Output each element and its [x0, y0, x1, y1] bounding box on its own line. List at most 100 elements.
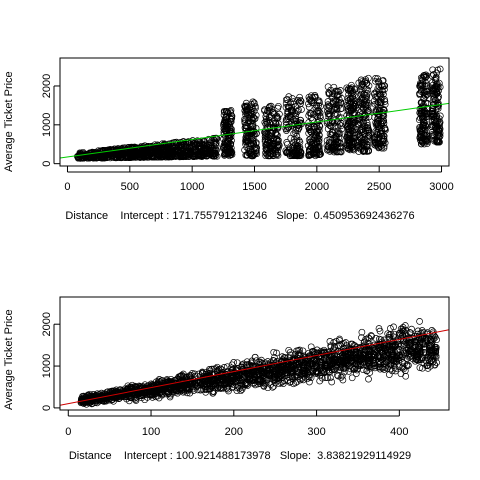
data-point [381, 101, 389, 108]
data-point [137, 153, 145, 161]
data-point [288, 107, 296, 115]
data-point [330, 83, 338, 91]
data-point [414, 356, 422, 364]
data-point [180, 387, 188, 395]
data-point [359, 110, 366, 118]
data-point [220, 143, 227, 151]
data-point [355, 120, 363, 128]
data-point [326, 89, 333, 97]
data-point [264, 367, 272, 375]
data-point [385, 333, 393, 341]
data-point [430, 335, 438, 343]
data-point [245, 145, 252, 153]
data-point [348, 98, 355, 105]
x-tick-label: 400 [390, 426, 408, 438]
data-point [127, 153, 135, 161]
data-point [419, 82, 426, 89]
data-point [332, 104, 339, 112]
data-point [358, 328, 366, 336]
data-point [284, 148, 291, 156]
data-point [392, 341, 400, 349]
data-point [292, 103, 299, 110]
data-point [336, 348, 344, 356]
data-point [222, 380, 230, 388]
data-point [344, 137, 351, 144]
data-point [192, 141, 200, 148]
data-point [287, 99, 294, 106]
data-point [223, 128, 230, 136]
data-point [282, 100, 290, 107]
data-point [173, 383, 181, 391]
data-point [403, 362, 411, 370]
data-point [270, 348, 278, 356]
data-point [428, 108, 436, 115]
regression-line [59, 102, 450, 159]
data-point [287, 365, 295, 372]
data-point [251, 353, 259, 361]
data-point [386, 331, 393, 338]
data-point [295, 364, 302, 372]
data-point [366, 335, 373, 343]
data-point [350, 129, 358, 137]
data-point [313, 138, 321, 146]
data-point [422, 357, 430, 365]
data-point [360, 148, 367, 155]
data-point [337, 119, 345, 127]
data-point [358, 80, 366, 88]
data-point [417, 114, 424, 122]
data-point [267, 129, 275, 137]
data-point [374, 75, 381, 82]
x-axis-label-bottom: Distance Intercept : 100.921488173978 Sl… [68, 450, 412, 462]
data-point [99, 147, 107, 154]
data-point [271, 354, 278, 361]
data-point [260, 374, 267, 382]
data-point [199, 369, 206, 377]
data-point [170, 147, 178, 154]
data-point [420, 91, 428, 99]
data-point [261, 106, 268, 113]
data-point [148, 142, 155, 150]
data-point [262, 115, 270, 123]
data-point [207, 150, 215, 158]
data-point [245, 111, 252, 119]
data-point [416, 82, 423, 90]
data-point [243, 144, 251, 151]
data-point [343, 353, 351, 361]
data-point [297, 97, 305, 105]
data-point [411, 339, 419, 347]
data-point [200, 382, 207, 389]
data-point [418, 128, 425, 136]
data-point [269, 383, 276, 391]
data-point [334, 371, 341, 379]
data-point [247, 145, 254, 153]
data-point [284, 124, 292, 132]
data-point [402, 326, 409, 334]
data-point [381, 82, 388, 90]
data-point [395, 331, 403, 339]
data-point [311, 348, 318, 356]
data-point [414, 354, 422, 361]
data-point [421, 73, 428, 81]
data-point [202, 149, 210, 157]
data-point [87, 152, 95, 159]
data-point [420, 114, 428, 122]
data-point [307, 114, 315, 122]
data-point [434, 94, 442, 102]
data-point [185, 387, 192, 394]
data-point [226, 379, 234, 387]
data-point [323, 355, 330, 363]
data-point [320, 368, 328, 376]
data-point [355, 141, 363, 149]
data-point [292, 110, 300, 118]
y-tick-label: 1000 [41, 354, 53, 378]
data-point [95, 396, 103, 403]
data-point [362, 101, 370, 109]
data-point [247, 152, 255, 160]
data-point [388, 343, 396, 350]
data-point [254, 377, 261, 385]
data-point [243, 371, 251, 378]
data-point [364, 133, 372, 141]
data-point [432, 118, 440, 126]
data-point [380, 132, 387, 140]
data-point [300, 362, 307, 370]
